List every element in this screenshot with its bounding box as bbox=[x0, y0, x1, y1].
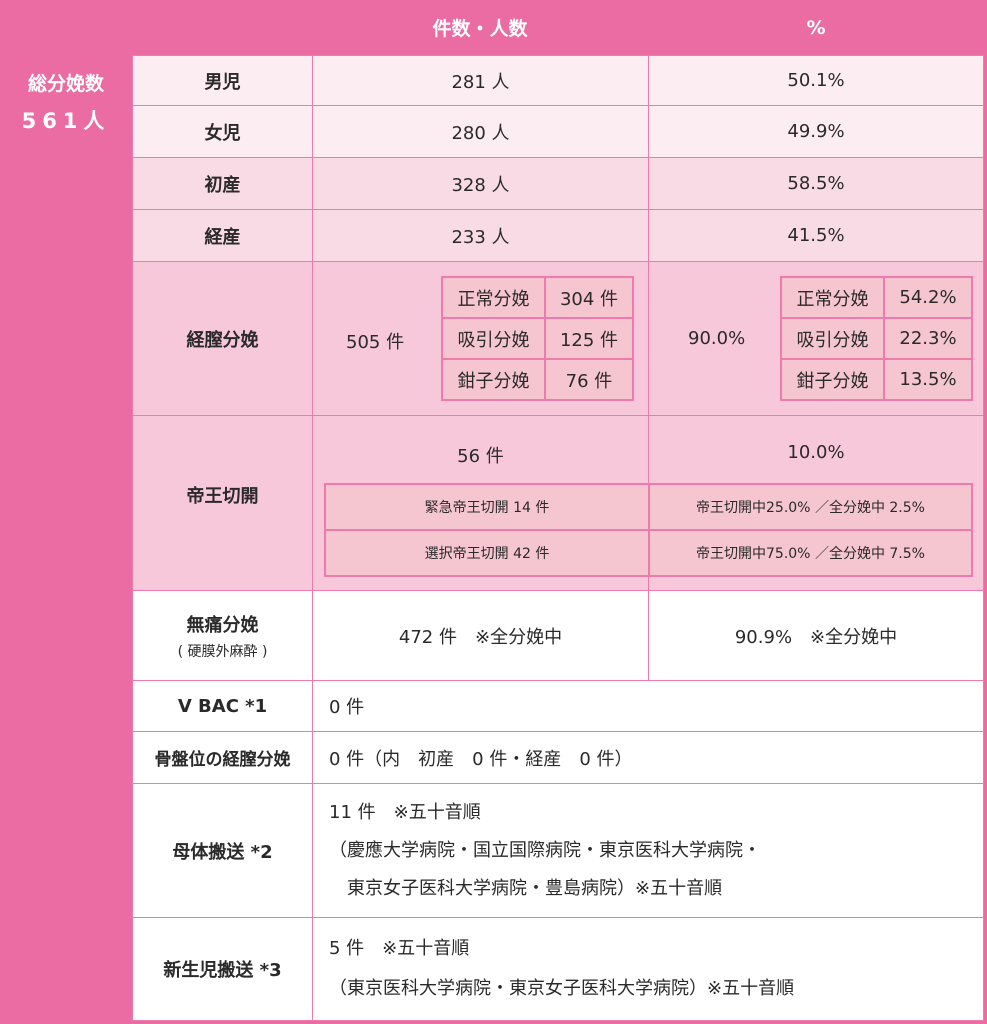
maternal-line: 東京女子医科大学病院・豊島病院）※五十音順 bbox=[329, 877, 723, 899]
row-label-painless: 無痛分娩 ( 硬膜外麻酔 ) bbox=[132, 590, 313, 681]
row-label-cesarean: 帝王切開 bbox=[132, 415, 313, 591]
vaginal-pct: 90.0% bbox=[688, 328, 746, 349]
row-label-primipara: 初産 bbox=[132, 157, 313, 210]
header-pct: % bbox=[806, 16, 826, 39]
row-label-multipara: 経産 bbox=[132, 209, 313, 262]
cesarean-sub-label: 緊急帝王切開 14 件 bbox=[324, 483, 650, 531]
neonatal-line: （東京医科大学病院・東京女子医科大学病院）※五十音順 bbox=[329, 978, 795, 999]
sub-label: 鉗子分娩 bbox=[780, 358, 885, 401]
total-value: 561人 bbox=[21, 109, 111, 133]
sub-pct: 54.2% bbox=[883, 276, 973, 319]
cesarean-pct: 10.0% bbox=[787, 442, 845, 463]
painless-sublabel: ( 硬膜外麻酔 ) bbox=[177, 643, 268, 660]
row-label-breech: 骨盤位の経膣分娩 bbox=[132, 731, 313, 784]
primipara-count: 328 人 bbox=[312, 157, 649, 210]
cesarean-sub-pct: 帝王切開中25.0% ／全分娩中 2.5% bbox=[648, 483, 973, 531]
sub-count: 125 件 bbox=[544, 317, 634, 360]
vbac-value: 0 件 bbox=[312, 680, 984, 732]
sub-count: 76 件 bbox=[544, 358, 634, 401]
sub-label: 正常分娩 bbox=[441, 276, 546, 319]
painless-label: 無痛分娩 bbox=[186, 614, 259, 636]
maternal-line: 11 件 ※五十音順 bbox=[329, 801, 481, 823]
boys-pct: 50.1% bbox=[648, 55, 984, 106]
painless-pct: 90.9% ※全分娩中 bbox=[648, 590, 984, 681]
maternal-transport-cell: 11 件 ※五十音順 （慶應大学病院・国立国際病院・東京医科大学病院・ 東京女子… bbox=[312, 783, 984, 918]
row-label-girls: 女児 bbox=[132, 105, 313, 158]
cesarean-count: 56 件 bbox=[457, 446, 504, 467]
row-label-vaginal: 経膣分娩 bbox=[132, 261, 313, 416]
breech-value: 0 件（内 初産 0 件・経産 0 件） bbox=[312, 731, 984, 784]
maternal-line: （慶應大学病院・国立国際病院・東京医科大学病院・ bbox=[329, 839, 761, 861]
sub-label: 鉗子分娩 bbox=[441, 358, 546, 401]
painless-count: 472 件 ※全分娩中 bbox=[312, 590, 649, 681]
vaginal-count: 505 件 bbox=[346, 332, 405, 353]
multipara-count: 233 人 bbox=[312, 209, 649, 262]
total-label: 総分娩数 bbox=[27, 72, 104, 95]
cesarean-sub-label: 選択帝王切開 42 件 bbox=[324, 529, 650, 577]
row-label-maternal-transport: 母体搬送 *2 bbox=[132, 783, 313, 918]
neonatal-transport-cell: 5 件 ※五十音順 （東京医科大学病院・東京女子医科大学病院）※五十音順 bbox=[312, 917, 984, 1021]
girls-count: 280 人 bbox=[312, 105, 649, 158]
sub-pct: 22.3% bbox=[883, 317, 973, 360]
row-label-neonatal-transport: 新生児搬送 *3 bbox=[132, 917, 313, 1021]
sub-label: 吸引分娩 bbox=[441, 317, 546, 360]
sub-label: 吸引分娩 bbox=[780, 317, 885, 360]
row-label-vbac: V BAC *1 bbox=[132, 680, 313, 732]
row-label-boys: 男児 bbox=[132, 55, 313, 106]
neonatal-line: 5 件 ※五十音順 bbox=[329, 938, 470, 959]
boys-count: 281 人 bbox=[312, 55, 649, 106]
sub-pct: 13.5% bbox=[883, 358, 973, 401]
multipara-pct: 41.5% bbox=[648, 209, 984, 262]
girls-pct: 49.9% bbox=[648, 105, 984, 158]
cesarean-sub-pct: 帝王切開中75.0% ／全分娩中 7.5% bbox=[648, 529, 973, 577]
sub-count: 304 件 bbox=[544, 276, 634, 319]
header-count: 件数・人数 bbox=[432, 18, 528, 40]
sub-label: 正常分娩 bbox=[780, 276, 885, 319]
primipara-pct: 58.5% bbox=[648, 157, 984, 210]
